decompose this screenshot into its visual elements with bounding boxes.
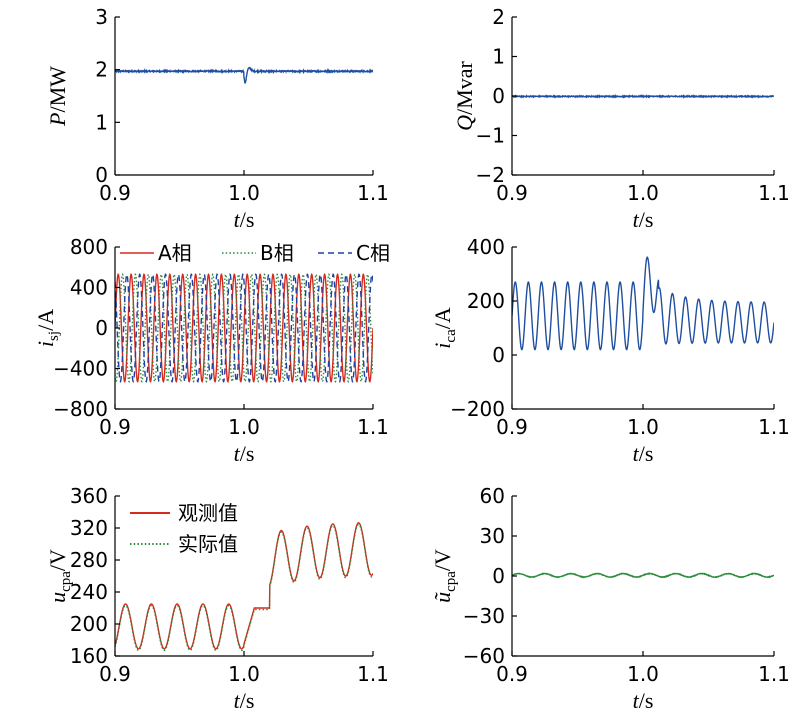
y-tick-label-ucpa-1: 200 <box>70 612 108 636</box>
x-tick-label-ica-1: 1.0 <box>627 415 659 439</box>
x-axis-label-ucpa: t/s <box>234 688 255 713</box>
y-tick-label-p-3: 3 <box>95 5 108 29</box>
x-tick-label-p-1: 1.0 <box>228 181 260 205</box>
y-tick-label-isj-4: 800 <box>70 235 108 259</box>
y-axis-label-q: Q/Mvar <box>452 60 477 130</box>
chart-ucpa: 160 200 240 280 320 360 0.9 1.0 1.1 t/s ucpa/V 观测值实… <box>45 484 389 713</box>
chart-q: −2 −1 0 1 2 0.9 1.0 1.1 t/s Q/Mvar <box>452 5 790 232</box>
chart-isj: −800 −400 0 400 800 0.9 1.0 1.1 t/s isj/A A相 B相 C相 <box>33 235 390 466</box>
x-tick-label-uerr-2: 1.1 <box>758 662 790 686</box>
x-axis-label-isj: t/s <box>234 441 255 466</box>
x-tick-label-ica-2: 1.1 <box>758 415 790 439</box>
series-line-ica-0 <box>512 256 774 351</box>
series-line-isj-0 <box>115 273 373 383</box>
y-tick-label-q-1: −1 <box>476 124 505 148</box>
y-tick-label-ica-0: −200 <box>450 397 505 421</box>
y-tick-label-uerr-2: 0 <box>492 564 505 588</box>
x-tick-label-p-0: 0.9 <box>99 181 131 205</box>
y-tick-label-p-1: 1 <box>95 110 108 134</box>
series-line-q-0 <box>512 93 774 99</box>
y-tick-label-isj-2: 0 <box>95 316 108 340</box>
y-axis-label-p: P/MW <box>45 66 70 127</box>
y-tick-label-p-2: 2 <box>95 58 108 82</box>
y-tick-label-ucpa-5: 360 <box>70 484 108 508</box>
series-line-isj-2 <box>115 273 373 383</box>
y-tick-label-p-0: 0 <box>95 163 108 187</box>
y-tick-label-ica-3: 400 <box>467 235 505 259</box>
x-tick-label-p-2: 1.1 <box>357 181 389 205</box>
x-axis-label-ica: t/s <box>633 441 654 466</box>
series-line-isj-1 <box>115 273 373 383</box>
y-axis-label-uerr: ũcpa/V <box>430 549 459 603</box>
y-tick-label-q-4: 2 <box>492 5 505 29</box>
y-tick-label-uerr-0: −60 <box>463 644 505 668</box>
x-tick-label-isj-1: 1.0 <box>228 415 260 439</box>
chart-ica: −200 0 200 400 0.9 1.0 1.1 t/s ica/A <box>430 235 790 466</box>
y-tick-label-uerr-3: 30 <box>480 524 505 548</box>
y-tick-label-isj-1: −400 <box>53 357 108 381</box>
series-line-uerr-0 <box>512 572 774 579</box>
y-tick-label-ucpa-0: 160 <box>70 644 108 668</box>
x-tick-label-ucpa-0: 0.9 <box>99 662 131 686</box>
y-tick-label-ica-1: 0 <box>492 343 505 367</box>
x-axis-label-uerr: t/s <box>633 688 654 713</box>
legend-label-ucpa-0: 观测值 <box>178 501 238 525</box>
x-axis-label-q: t/s <box>633 207 654 232</box>
series-line-p-0 <box>115 66 373 84</box>
legend-label-isj-0: A相 <box>158 241 192 265</box>
x-axis-label-p: t/s <box>234 207 255 232</box>
legend-entry-isj-0: A相 <box>120 241 192 265</box>
legend-entry-isj-2: C相 <box>318 241 390 265</box>
series-line-ucpa-1 <box>115 523 373 652</box>
chart-p: 0 1 2 3 0.9 1.0 1.1 t/s P/MW <box>45 5 389 232</box>
y-tick-label-isj-0: −800 <box>53 397 108 421</box>
y-tick-label-uerr-1: −30 <box>463 604 505 628</box>
x-tick-label-ica-0: 0.9 <box>496 415 528 439</box>
y-axis-label-isj: isj/A <box>33 309 62 347</box>
y-tick-label-q-2: 0 <box>492 84 505 108</box>
y-tick-label-isj-3: 400 <box>70 276 108 300</box>
x-tick-label-ucpa-1: 1.0 <box>228 662 260 686</box>
x-tick-label-q-1: 1.0 <box>627 181 659 205</box>
x-tick-label-uerr-0: 0.9 <box>496 662 528 686</box>
x-tick-label-isj-0: 0.9 <box>99 415 131 439</box>
x-tick-label-ucpa-2: 1.1 <box>357 662 389 686</box>
legend-entry-isj-1: B相 <box>222 241 294 265</box>
x-tick-label-uerr-1: 1.0 <box>627 662 659 686</box>
legend-label-isj-1: B相 <box>260 241 294 265</box>
legend-label-ucpa-1: 实际值 <box>178 532 238 556</box>
chart-uerr: −60 −30 0 30 60 0.9 1.0 1.1 t/s ũcpa/V <box>430 484 790 713</box>
y-axis-label-ica: ica/A <box>430 307 459 349</box>
y-tick-label-ucpa-3: 280 <box>70 548 108 572</box>
x-tick-label-q-2: 1.1 <box>758 181 790 205</box>
series-line-ucpa-0 <box>115 522 373 650</box>
y-tick-label-uerr-4: 60 <box>480 484 505 508</box>
legend-entry-ucpa-1: 实际值 <box>130 532 238 556</box>
y-tick-label-q-3: 1 <box>492 45 505 69</box>
x-tick-label-q-0: 0.9 <box>496 181 528 205</box>
y-axis-label-ucpa: ucpa/V <box>45 549 74 603</box>
legend-label-isj-2: C相 <box>356 241 390 265</box>
y-tick-label-ucpa-2: 240 <box>70 580 108 604</box>
legend-entry-ucpa-0: 观测值 <box>130 501 238 525</box>
y-tick-label-q-0: −2 <box>476 163 505 187</box>
y-tick-label-ucpa-4: 320 <box>70 516 108 540</box>
x-tick-label-isj-2: 1.1 <box>357 415 389 439</box>
y-tick-label-ica-2: 200 <box>467 289 505 313</box>
